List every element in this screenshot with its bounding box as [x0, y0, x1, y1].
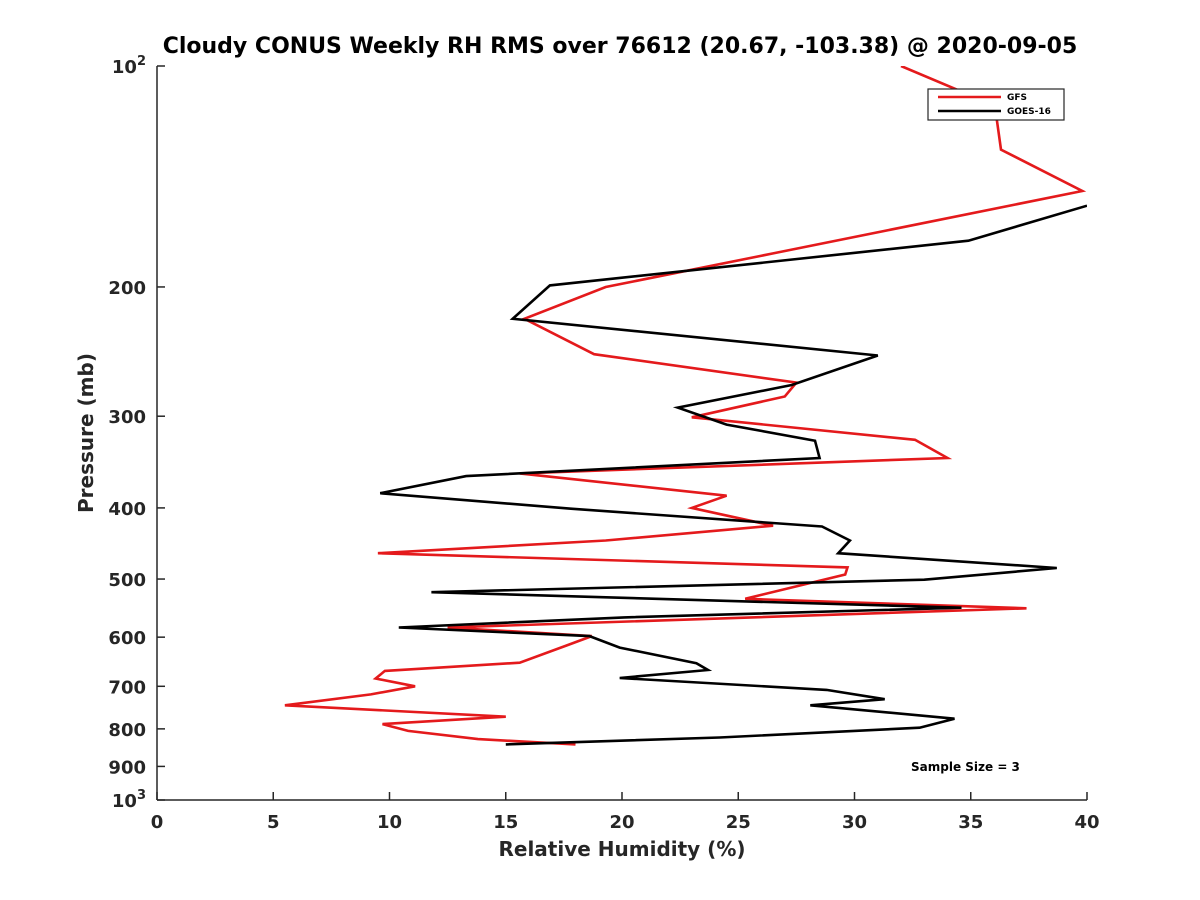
- x-tick-label: 10: [377, 812, 402, 833]
- x-tick-label: 5: [267, 812, 280, 833]
- y-tick-label: 900: [108, 757, 146, 778]
- y-tick-label-base: 200: [108, 278, 146, 299]
- y-tick-label: 200: [108, 278, 146, 299]
- legend-box: [927, 88, 1065, 121]
- legend-label-goes-16: GOES-16: [1007, 107, 1051, 117]
- y-tick-label-base: 700: [108, 677, 146, 698]
- x-tick-label: 20: [609, 812, 634, 833]
- y-tick-label: 500: [108, 570, 146, 591]
- x-tick-label: 40: [1074, 812, 1099, 833]
- y-tick-label: 600: [108, 628, 146, 649]
- series-line-goes-16: [379, 204, 1087, 746]
- y-tick-label-base: 800: [108, 720, 146, 741]
- axes-layer: [156, 66, 1087, 801]
- x-tick-label: 30: [842, 812, 867, 833]
- y-tick-label: 700: [108, 677, 146, 698]
- y-axis-label: Pressure (mb): [74, 353, 98, 513]
- x-tick-label: 0: [151, 812, 164, 833]
- y-tick-label-exponent: 3: [137, 788, 146, 803]
- y-tick-label: 400: [108, 499, 146, 520]
- x-tick-label: 35: [958, 812, 983, 833]
- x-tick-label: 25: [726, 812, 751, 833]
- y-tick-label: 102: [112, 54, 146, 78]
- y-tick-label-base: 600: [108, 628, 146, 649]
- y-tick-label-base: 10: [112, 57, 137, 78]
- x-axis-label: Relative Humidity (%): [498, 837, 745, 861]
- chart-title: Cloudy CONUS Weekly RH RMS over 76612 (2…: [163, 34, 1078, 59]
- series-line-gfs: [284, 66, 1087, 746]
- y-tick-label: 300: [108, 407, 146, 428]
- y-tick-label: 800: [108, 720, 146, 741]
- y-tick-label-base: 400: [108, 499, 146, 520]
- y-tick-label-base: 300: [108, 407, 146, 428]
- y-tick-label-base: 500: [108, 570, 146, 591]
- x-tick-label: 15: [493, 812, 518, 833]
- y-tick-label-base: 10: [112, 791, 137, 812]
- y-tick-label-exponent: 2: [137, 54, 146, 69]
- y-tick-label-base: 900: [108, 757, 146, 778]
- legend-label-gfs: GFS: [1007, 93, 1027, 103]
- y-tick-label: 103: [112, 788, 146, 812]
- series-layer: [284, 66, 1087, 746]
- x-ticks: 0 5 10 15 20 25 30 35 40: [151, 792, 1100, 833]
- legend: GFS GOES-16: [927, 88, 1065, 121]
- sample-size-annotation: Sample Size = 3: [911, 760, 1020, 774]
